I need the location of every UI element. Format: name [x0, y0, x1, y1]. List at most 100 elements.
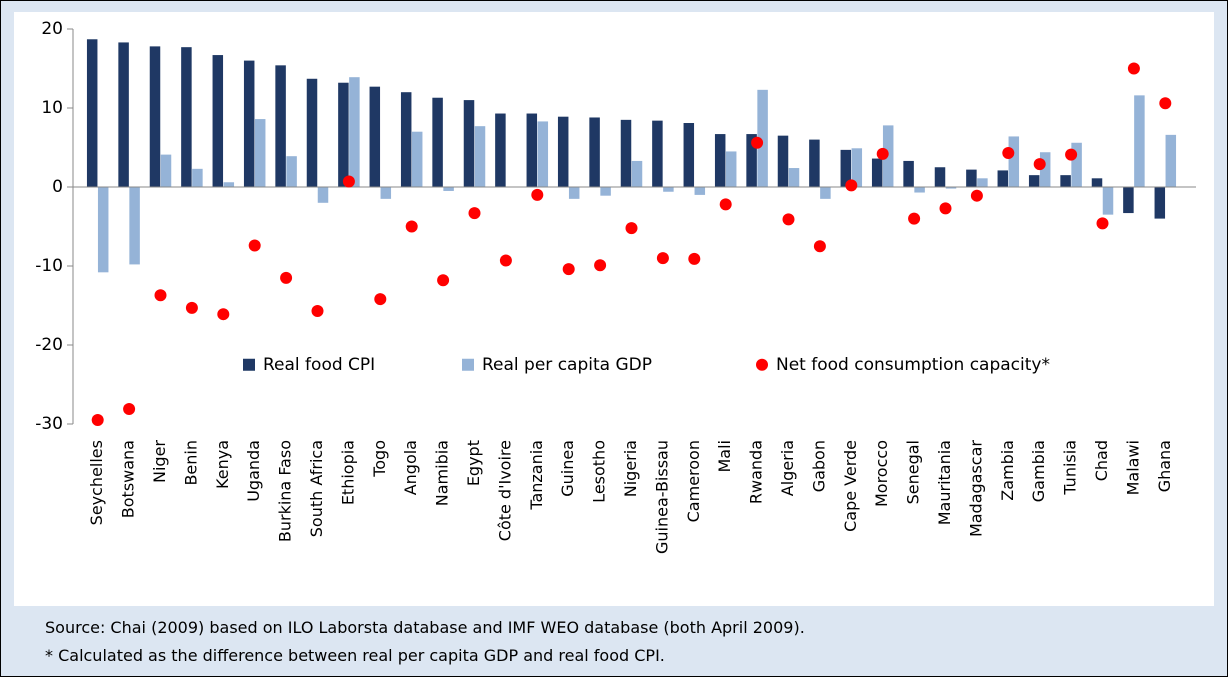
dot [531, 188, 544, 201]
bar [663, 187, 674, 192]
bar [369, 86, 381, 187]
x-tick-label: Cameroon [684, 440, 703, 522]
x-tick-label: Morocco [872, 440, 891, 507]
bar [1071, 142, 1082, 187]
x-tick-label: Tunisia [1061, 440, 1080, 496]
x-tick-label: Mauritania [935, 440, 954, 525]
x-tick-label: Egypt [464, 440, 483, 486]
bar [694, 187, 706, 195]
x-tick-label: Benin [181, 440, 200, 486]
y-tick-label: -10 [35, 256, 63, 276]
bar [474, 126, 486, 187]
dot [437, 274, 450, 287]
bar [160, 154, 172, 187]
x-tick-label: Zambia [998, 440, 1017, 501]
bar [714, 134, 726, 187]
x-tick-label: Tanzania [527, 440, 546, 511]
x-tick-label: Ghana [1155, 440, 1174, 492]
bar [914, 187, 925, 193]
bar [589, 117, 600, 187]
dot [562, 263, 575, 276]
y-tick-label: 20 [41, 19, 63, 39]
x-tick-label: Guinea-Bissau [652, 440, 671, 554]
bar [118, 42, 129, 188]
y-tick-label: 0 [52, 177, 63, 197]
bar [192, 168, 203, 187]
dot [782, 213, 795, 226]
bar [557, 116, 569, 187]
dot [908, 212, 921, 225]
dot [1033, 158, 1046, 171]
dot [405, 220, 418, 233]
bar [463, 100, 475, 187]
x-tick-label: South Africa [307, 440, 326, 537]
bar [400, 92, 412, 187]
x-tick-label: Chad [1092, 440, 1111, 481]
bar [181, 47, 192, 187]
bar [254, 119, 266, 187]
x-tick-label: Uganda [244, 440, 263, 502]
dot [845, 179, 858, 192]
bar [380, 187, 392, 199]
y-tick-label: 10 [41, 98, 63, 118]
x-tick-label: Gabon [809, 440, 828, 492]
bar [1091, 178, 1103, 187]
bar [526, 113, 538, 187]
bar [432, 97, 443, 187]
bar [1165, 134, 1177, 187]
dot [468, 207, 481, 220]
x-tick-label: Cape Verde [841, 440, 860, 532]
bar [631, 160, 643, 187]
x-tick-label: Rwanda [747, 440, 766, 504]
dot [1065, 148, 1078, 161]
bar [443, 187, 454, 191]
dot [1127, 62, 1140, 75]
bar [86, 39, 98, 187]
x-tick-label: Malawi [1123, 440, 1142, 495]
bar [934, 167, 946, 187]
x-tick-label: Ethiopia [338, 440, 357, 505]
dot [123, 402, 136, 415]
dot [91, 414, 104, 427]
dot [688, 252, 701, 265]
bar [1123, 187, 1134, 214]
bar [411, 131, 423, 187]
bar [945, 187, 957, 189]
bar [223, 182, 235, 187]
x-tick-label: Côte d'Ivoire [495, 440, 514, 541]
dot [1002, 147, 1015, 160]
bar [851, 148, 863, 187]
bar [600, 187, 611, 196]
bar [652, 120, 663, 187]
bar [1102, 187, 1114, 215]
bar [568, 187, 580, 199]
x-tick-label: Gambia [1029, 440, 1048, 502]
legend-swatch [243, 358, 255, 371]
dot [342, 175, 355, 188]
dot [217, 308, 230, 321]
bar [788, 168, 800, 187]
x-tick-label: Burkina Faso [276, 440, 295, 542]
x-tick-label: Senegal [904, 440, 923, 504]
bar [840, 149, 852, 187]
dot [374, 293, 387, 306]
legend-swatch [756, 358, 768, 371]
dot [939, 202, 952, 215]
x-tick-label: Guinea [558, 440, 577, 497]
dot [594, 259, 607, 272]
dot [154, 289, 167, 302]
x-tick-label: Algeria [778, 440, 797, 496]
bar [683, 123, 695, 187]
bar [1154, 187, 1166, 219]
x-tick-label: Togo [370, 440, 389, 478]
bar [1134, 95, 1145, 187]
dot [280, 271, 293, 284]
bar [746, 134, 757, 187]
bar [338, 82, 349, 187]
legend-swatch [462, 358, 474, 371]
legend-label: Real per capita GDP [482, 355, 652, 375]
bar [306, 78, 318, 187]
source-note: Source: Chai (2009) based on ILO Laborst… [45, 618, 805, 637]
dot [751, 136, 764, 149]
